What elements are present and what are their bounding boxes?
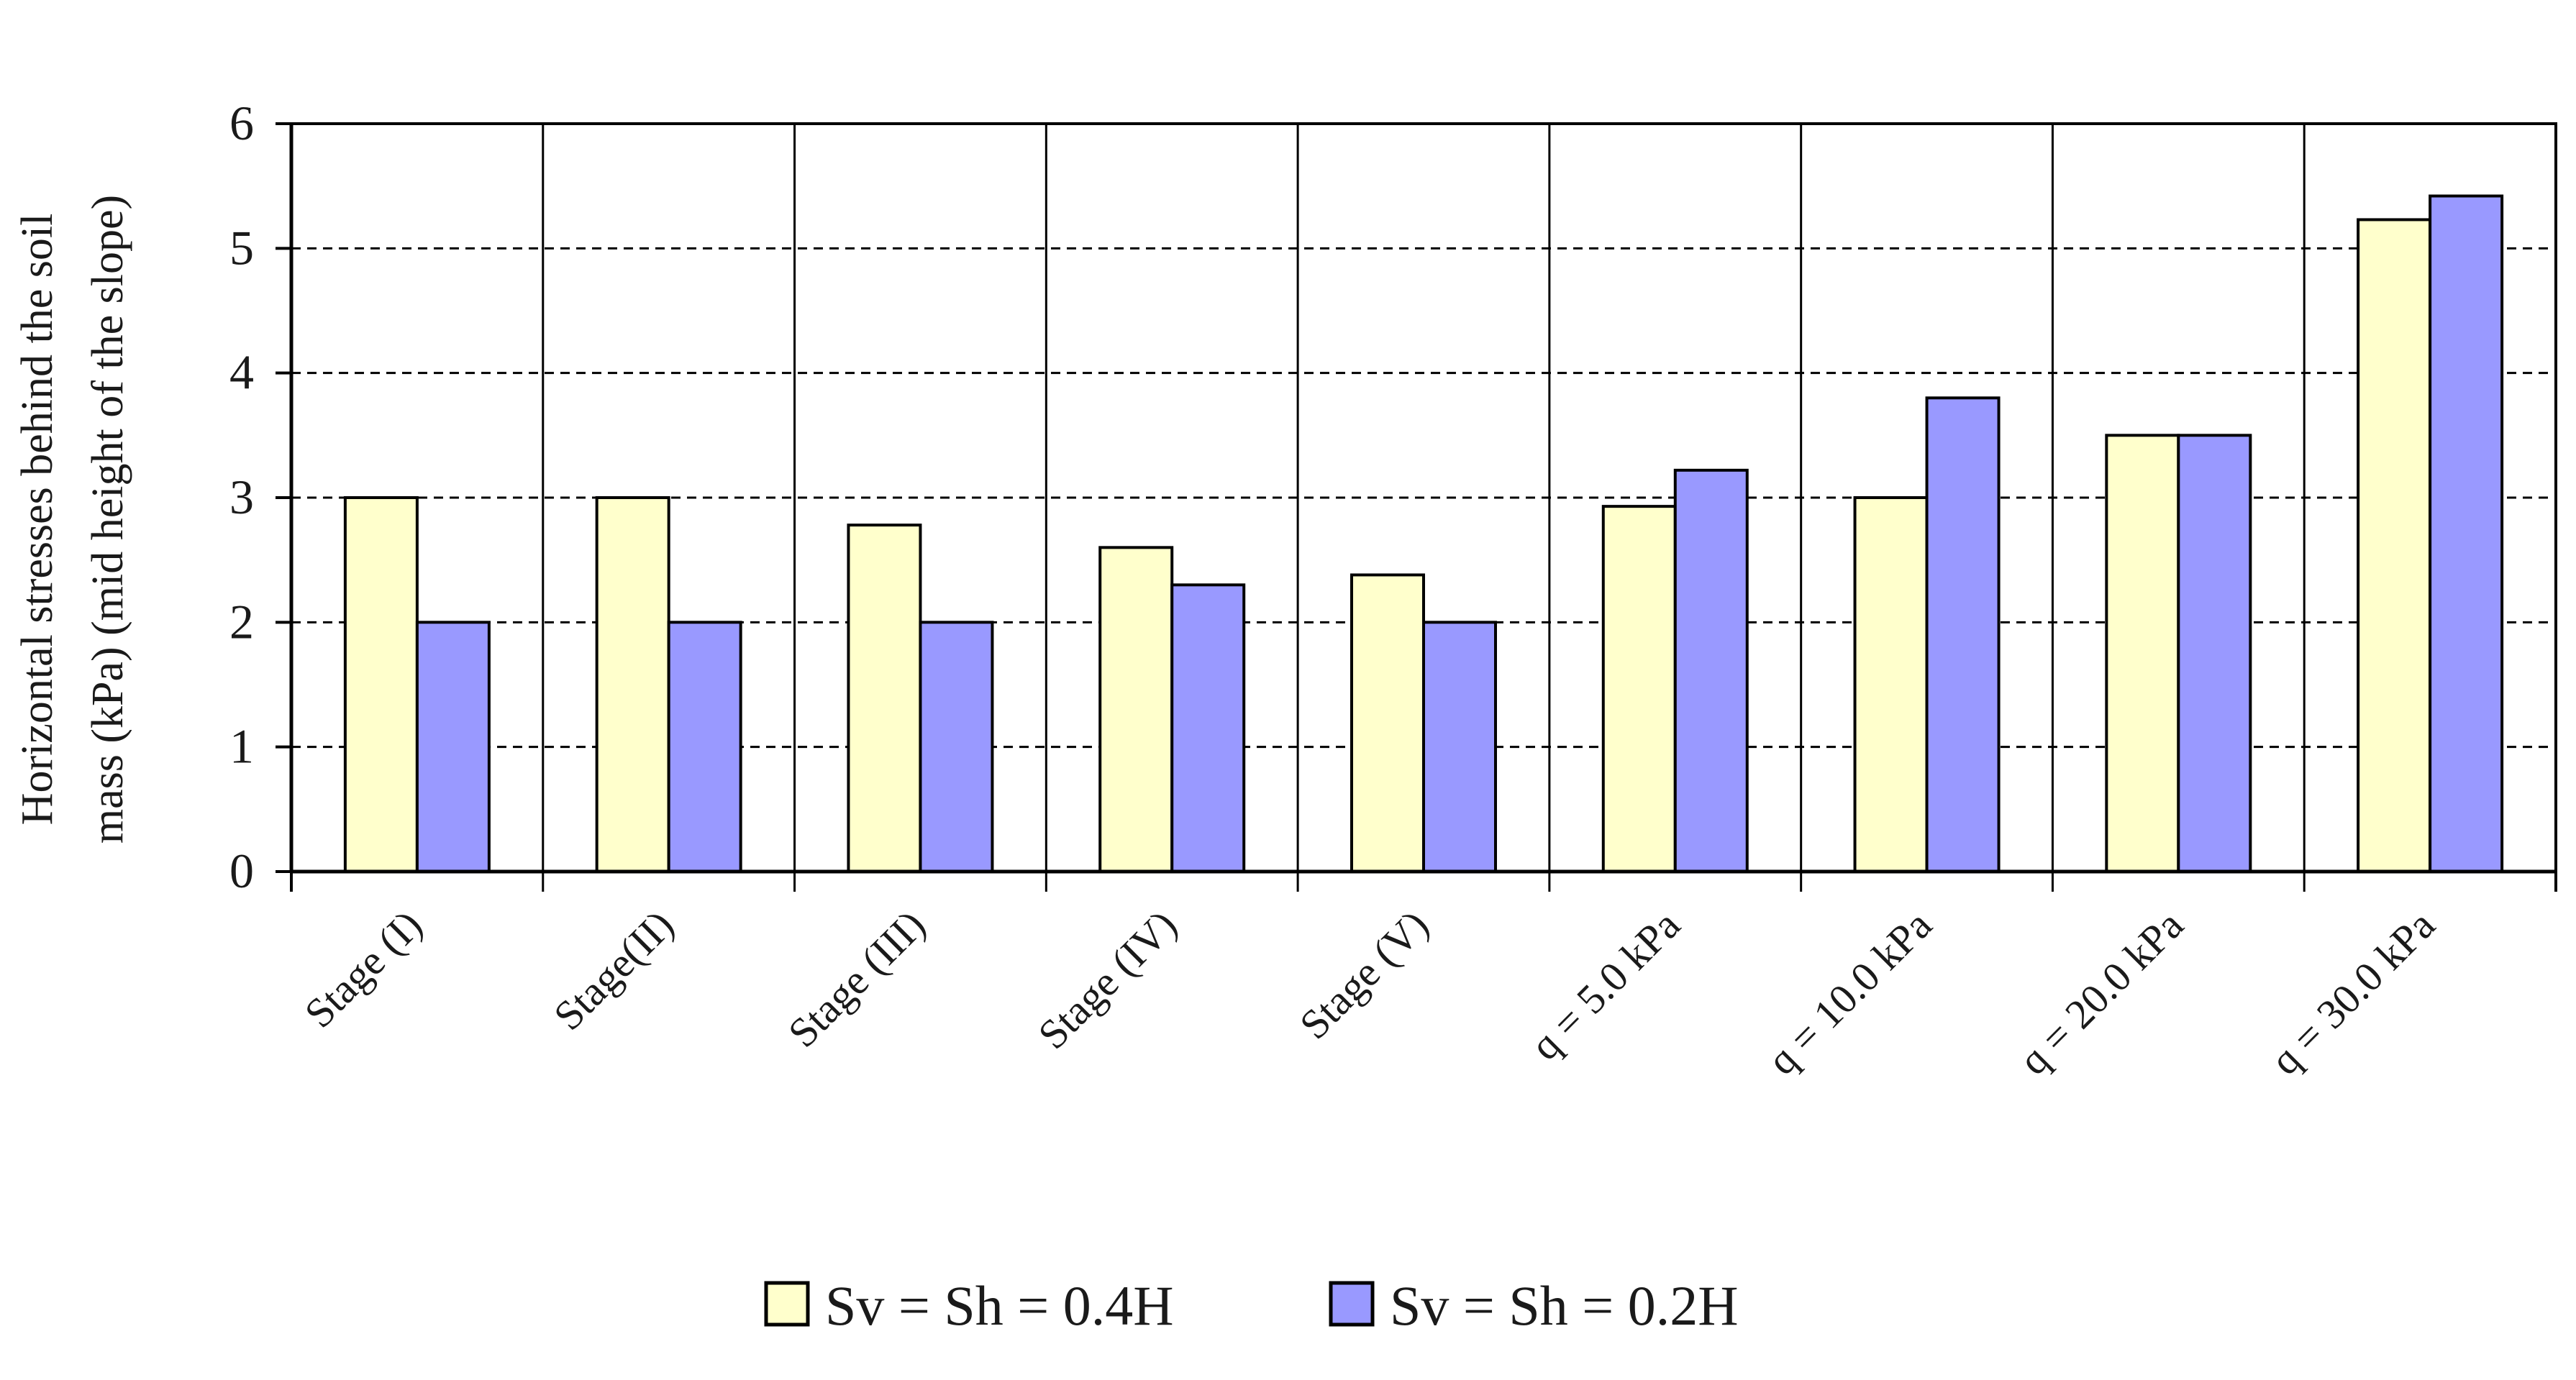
y-tick-label: 0 xyxy=(229,844,254,898)
legend-label: Sv = Sh = 0.4H xyxy=(825,1274,1174,1337)
bar xyxy=(2357,218,2432,873)
x-tick-label: q = 10.0 kPa xyxy=(1758,901,1941,1084)
bar xyxy=(1422,621,1497,873)
bar xyxy=(1925,396,2001,873)
legend-swatch xyxy=(1329,1281,1375,1327)
bar xyxy=(847,524,922,874)
y-tick-label: 4 xyxy=(229,345,254,400)
y-tick-label: 1 xyxy=(229,719,254,774)
bar xyxy=(1350,573,1425,873)
bar xyxy=(1098,546,1174,873)
bar xyxy=(667,621,742,873)
x-tick-label: Stage(II) xyxy=(545,901,683,1039)
y-tick-label: 3 xyxy=(229,470,254,524)
bar xyxy=(1601,505,1677,874)
y-tick-label: 5 xyxy=(229,220,254,275)
legend-label: Sv = Sh = 0.2H xyxy=(1390,1274,1739,1337)
y-tick-label: 6 xyxy=(229,96,254,150)
x-tick-label: q = 30.0 kPa xyxy=(2262,901,2444,1084)
bar xyxy=(415,621,491,873)
bars xyxy=(343,194,2504,874)
axes xyxy=(276,122,2557,892)
legend-swatch xyxy=(764,1281,810,1327)
legend: Sv = Sh = 0.4H Sv = Sh = 0.2H xyxy=(764,1274,1739,1337)
bar xyxy=(2429,194,2504,873)
x-tick-label: Stage (IV) xyxy=(1029,901,1185,1058)
bar xyxy=(2177,434,2252,873)
bar xyxy=(343,496,419,873)
y-tick-label: 2 xyxy=(229,594,254,649)
x-tick-label: Stage (III) xyxy=(779,901,934,1056)
x-tick-labels: Stage (I) Stage(II) Stage (III) Stage (IV) S… xyxy=(296,901,2444,1084)
bar xyxy=(1853,496,1929,873)
bar xyxy=(1673,468,1749,873)
y-tick-labels: 0 1 2 3 4 5 6 xyxy=(229,96,254,898)
y-axis-title-line: Horizontal stresses behind the soil xyxy=(13,214,62,826)
bar xyxy=(919,621,994,873)
x-tick-label: Stage (V) xyxy=(1291,901,1437,1048)
x-tick-label: Stage (I) xyxy=(296,901,431,1036)
x-tick-label: q = 20.0 kPa xyxy=(2010,901,2193,1084)
bar xyxy=(2105,434,2180,873)
y-axis-title: Horizontal stresses behind the soil mass … xyxy=(13,195,132,844)
x-tick-label: q = 5.0 kPa xyxy=(1521,901,1689,1069)
y-axis-title-line: mass (kPa) (mid height of the slope) xyxy=(83,195,132,844)
bar xyxy=(595,496,670,873)
bar xyxy=(1170,583,1246,873)
